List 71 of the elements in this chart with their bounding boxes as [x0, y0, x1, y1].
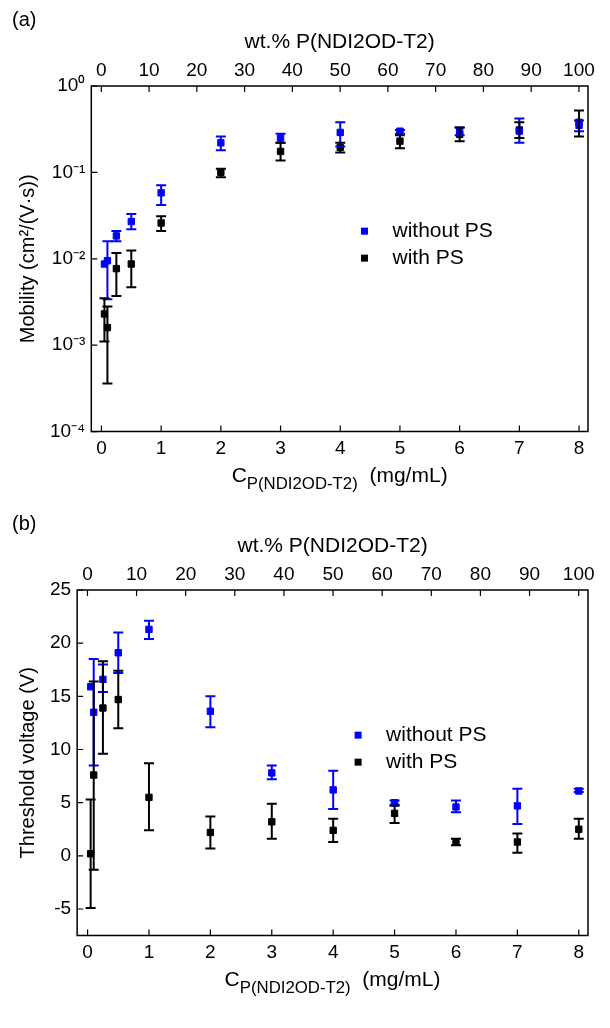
point — [157, 189, 165, 197]
y-tick-label: 10⁻³ — [51, 333, 86, 355]
x2-tick-label: 10 — [138, 58, 160, 80]
x-tick-label: 6 — [450, 941, 462, 963]
x2-tick-label: 10 — [126, 562, 148, 584]
legend-label: with PS — [391, 244, 464, 268]
point — [157, 219, 165, 227]
x-tick-label: 3 — [275, 437, 286, 459]
x-tick-label: 0 — [96, 437, 107, 459]
point — [268, 818, 276, 826]
x-tick-label: 5 — [389, 941, 400, 963]
x2-tick-label: 60 — [377, 58, 399, 80]
point — [329, 786, 337, 794]
x2-tick-label: 40 — [273, 562, 295, 584]
x2-tick-label: 30 — [224, 562, 246, 584]
x2-tick-label: 20 — [186, 58, 208, 80]
point — [217, 139, 225, 147]
x-tick-label: 3 — [266, 941, 278, 963]
y-tick-label: -5 — [54, 897, 72, 919]
point — [114, 649, 122, 657]
x-tick-label: 8 — [573, 437, 585, 459]
x-tick-label: 7 — [512, 941, 523, 963]
x-tick-label: 2 — [215, 437, 227, 459]
y-axis-title: Threshold voltage (V) — [15, 667, 38, 859]
y-tick-label: 25 — [49, 578, 72, 600]
x2-tick-label: 90 — [518, 562, 541, 584]
chart-title: (a) — [12, 7, 37, 30]
x2-tick-label: 30 — [234, 58, 256, 80]
point — [329, 826, 337, 835]
legend-label: with PS — [385, 748, 458, 772]
x2-tick-label: 80 — [469, 562, 491, 584]
x-tick-label: 5 — [394, 437, 406, 459]
point — [99, 704, 107, 712]
x-tick-label: 4 — [334, 437, 346, 459]
y-tick-label: 10⁻¹ — [51, 160, 86, 182]
x2-tick-label: 0 — [96, 58, 107, 80]
x-tick-label: 6 — [454, 437, 465, 459]
legend-label: without PS — [391, 217, 493, 241]
x-tick-label: 4 — [327, 941, 339, 963]
y-tick-label: 20 — [49, 631, 72, 653]
x2-tick-label: 60 — [371, 562, 393, 584]
y-tick-label: 0 — [60, 844, 72, 866]
x2-tick-label: 40 — [281, 58, 303, 80]
x-tick-label: 2 — [205, 941, 216, 963]
x2-tick-label: 70 — [425, 58, 447, 80]
x2-tick-label: 20 — [175, 562, 197, 584]
y-tick-label: 10⁻⁴ — [49, 419, 86, 441]
chart-title: (b) — [12, 511, 37, 534]
x2-tick-label: 100 — [562, 562, 595, 584]
x2-tick-label: 50 — [322, 562, 344, 584]
y-tick-label: 15 — [49, 684, 72, 706]
y-tick-label: 5 — [60, 790, 72, 812]
legend-label: without PS — [385, 721, 487, 745]
y-tick-label: 10⁻² — [51, 247, 86, 269]
x2-tick-label: 90 — [520, 58, 542, 80]
x2-axis-title: wt.% P(NDI2OD-T2) — [243, 29, 435, 53]
y-tick-label: 10 — [49, 737, 72, 759]
x-tick-label: 7 — [514, 437, 525, 459]
x-tick-label: 8 — [573, 941, 585, 963]
x2-axis-title: wt.% P(NDI2OD-T2) — [236, 533, 428, 557]
y-tick-label: 10⁰ — [57, 74, 86, 96]
y-axis-title: Mobility (cm²/(V·s)) — [15, 174, 38, 344]
x2-tick-label: 100 — [563, 58, 595, 80]
point — [575, 825, 583, 833]
point — [90, 771, 98, 779]
point — [127, 260, 135, 268]
x-tick-label: 1 — [143, 941, 155, 963]
x2-tick-label: 50 — [329, 58, 351, 80]
x2-tick-label: 80 — [472, 58, 494, 80]
x2-tick-label: 70 — [420, 562, 442, 584]
x-tick-label: 1 — [155, 437, 167, 459]
